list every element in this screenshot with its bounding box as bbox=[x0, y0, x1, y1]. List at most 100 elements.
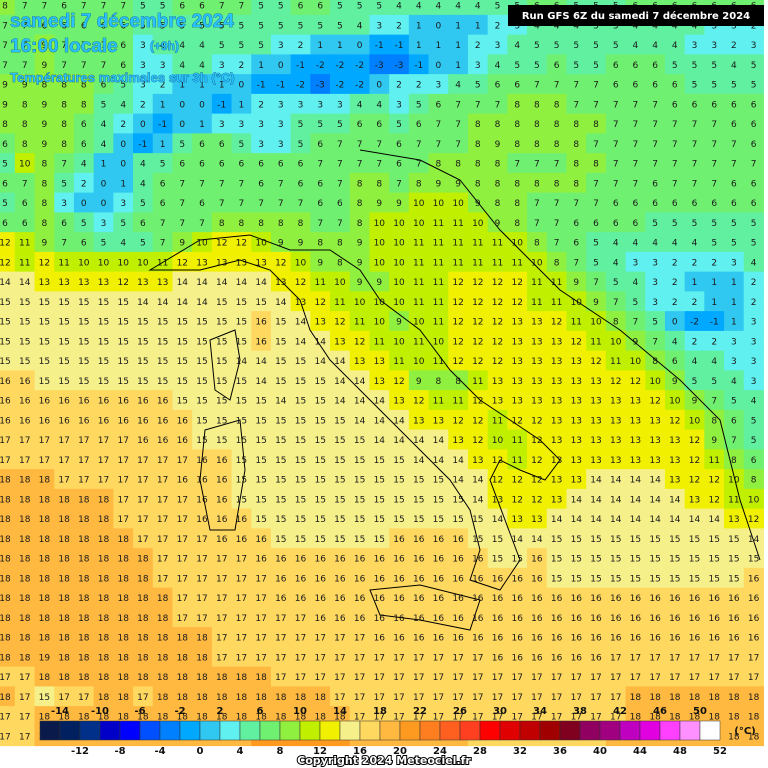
temperature-value: 0 bbox=[120, 140, 126, 150]
temperature-cell bbox=[566, 93, 587, 115]
temperature-value: 17 bbox=[452, 693, 463, 703]
temperature-value: 9 bbox=[692, 397, 698, 407]
temperature-value: 6 bbox=[751, 100, 757, 110]
temperature-value: 8 bbox=[573, 120, 579, 130]
temperature-cell bbox=[113, 212, 134, 233]
temperature-value: 3 bbox=[278, 120, 284, 130]
temperature-cell bbox=[290, 54, 311, 75]
temperature-value: 17 bbox=[511, 713, 522, 723]
temperature-value: 15 bbox=[39, 377, 50, 387]
legend-box bbox=[239, 720, 261, 741]
temperature-cell bbox=[290, 646, 311, 668]
temperature-cell bbox=[507, 251, 528, 273]
temperature-value: 5 bbox=[475, 81, 481, 91]
temperature-value: 17 bbox=[39, 456, 50, 466]
temperature-value: 15 bbox=[39, 357, 50, 367]
temperature-value: 9 bbox=[317, 258, 323, 268]
temperature-value: 18 bbox=[137, 614, 149, 624]
temperature-cell bbox=[743, 646, 764, 668]
temperature-cell bbox=[310, 449, 331, 470]
legend-label: -8 bbox=[114, 746, 125, 757]
temperature-cell bbox=[133, 153, 154, 174]
temperature-value: 3 bbox=[140, 61, 146, 71]
temperature-value: 17 bbox=[177, 574, 188, 584]
temperature-value: 14 bbox=[610, 515, 622, 525]
temperature-value: 13 bbox=[492, 377, 503, 387]
temperature-value: 16 bbox=[393, 594, 405, 604]
temperature-cell bbox=[211, 133, 233, 154]
temperature-cell bbox=[645, 34, 666, 55]
legend-box bbox=[59, 720, 81, 741]
temperature-cell bbox=[172, 488, 193, 510]
temperature-cell bbox=[467, 271, 489, 292]
temperature-value: 14 bbox=[472, 495, 484, 505]
temperature-cell bbox=[467, 153, 489, 174]
temperature-cell bbox=[73, 212, 95, 233]
temperature-value: 17 bbox=[137, 456, 148, 466]
temperature-cell bbox=[527, 172, 548, 194]
temperature-cell bbox=[408, 488, 430, 510]
temperature-value: 14 bbox=[255, 357, 267, 367]
temperature-cell bbox=[369, 311, 390, 332]
temperature-cell bbox=[487, 291, 508, 312]
temperature-cell bbox=[743, 686, 764, 707]
temperature-value: 5 bbox=[672, 61, 678, 71]
temperature-cell bbox=[625, 686, 646, 707]
legend-label: 22 bbox=[413, 706, 427, 717]
temperature-cell bbox=[743, 390, 764, 411]
legend-box bbox=[619, 720, 641, 741]
temperature-value: 15 bbox=[196, 337, 207, 347]
temperature-value: 14 bbox=[551, 515, 563, 525]
temperature-value: 18 bbox=[39, 713, 51, 723]
temperature-cell bbox=[73, 271, 95, 292]
temperature-value: 5 bbox=[219, 21, 225, 31]
temperature-cell bbox=[487, 212, 508, 233]
temperature-value: -3 bbox=[316, 81, 325, 91]
temperature-value: 11 bbox=[728, 495, 739, 505]
temperature-value: 16 bbox=[689, 614, 701, 624]
temperature-value: 16 bbox=[19, 377, 31, 387]
temperature-cell bbox=[527, 350, 548, 371]
temperature-cell bbox=[0, 528, 16, 549]
temperature-value: 17 bbox=[177, 594, 188, 604]
temperature-cell bbox=[467, 54, 489, 75]
temperature-value: 6 bbox=[298, 160, 304, 170]
temperature-value: 7 bbox=[2, 41, 8, 51]
temperature-value: 15 bbox=[708, 574, 719, 584]
temperature-value: 17 bbox=[334, 693, 345, 703]
temperature-value: 18 bbox=[649, 713, 661, 723]
temperature-cell bbox=[625, 291, 646, 312]
temperature-cell bbox=[211, 291, 233, 312]
legend-unit: (°C) bbox=[734, 726, 755, 737]
temperature-cell bbox=[14, 646, 36, 668]
temperature-value: 18 bbox=[137, 713, 149, 723]
temperature-cell bbox=[527, 390, 548, 411]
temperature-value: 13 bbox=[630, 416, 641, 426]
temperature-value: 18 bbox=[117, 614, 129, 624]
temperature-cell bbox=[152, 311, 173, 332]
temperature-value: 14 bbox=[137, 298, 149, 308]
temperature-cell bbox=[487, 14, 508, 36]
temperature-value: 15 bbox=[255, 476, 266, 486]
temperature-cell bbox=[605, 528, 627, 549]
temperature-value: -1 bbox=[138, 140, 147, 150]
temperature-value: 2 bbox=[751, 21, 757, 31]
temperature-value: 17 bbox=[98, 456, 109, 466]
temperature-cell bbox=[133, 192, 154, 213]
temperature-value: 3 bbox=[633, 258, 639, 268]
temperature-cell bbox=[34, 74, 55, 95]
temperature-cell bbox=[467, 14, 489, 36]
temperature-cell bbox=[310, 548, 331, 569]
temperature-value: 11 bbox=[433, 258, 444, 268]
temperature-value: 18 bbox=[98, 693, 110, 703]
temperature-value: 6 bbox=[317, 140, 323, 150]
temperature-value: 8 bbox=[554, 179, 560, 189]
temperature-value: 18 bbox=[58, 555, 70, 565]
temperature-value: 11 bbox=[413, 239, 424, 249]
temperature-cell bbox=[625, 271, 646, 292]
temperature-cell bbox=[192, 469, 213, 490]
temperature-cell bbox=[14, 725, 36, 747]
temperature-value: 16 bbox=[0, 397, 11, 407]
temperature-cell bbox=[664, 409, 686, 431]
temperature-value: 15 bbox=[393, 456, 404, 466]
